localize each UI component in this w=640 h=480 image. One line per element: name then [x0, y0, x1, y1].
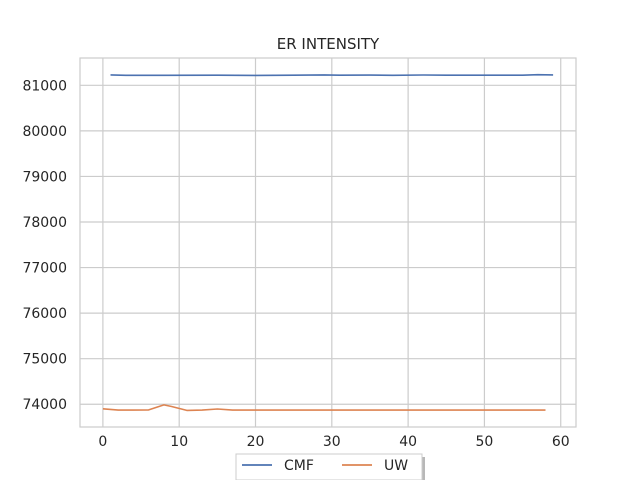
x-tick-label: 40 — [399, 434, 417, 450]
legend-box — [235, 453, 423, 480]
series-line-uw — [102, 404, 546, 412]
x-tick-label: 60 — [552, 434, 570, 450]
plot-frame — [79, 57, 577, 428]
series-group — [102, 73, 554, 412]
y-tick-label: 81000 — [22, 78, 67, 94]
x-tick-label: 50 — [476, 434, 494, 450]
legend: CMF UW — [235, 453, 425, 480]
y-tick-label: 76000 — [22, 306, 67, 322]
grid — [80, 58, 576, 427]
y-tick-label: 80000 — [22, 124, 67, 140]
y-tick-label: 75000 — [22, 352, 67, 368]
y-tick-labels: 74000 75000 76000 77000 78000 79000 80000 81000 — [22, 78, 67, 413]
y-tick-label: 78000 — [22, 215, 67, 231]
y-tick-label: 74000 — [22, 397, 67, 413]
x-tick-label: 10 — [170, 434, 188, 450]
x-tick-labels: 0 10 20 30 40 50 60 — [98, 434, 569, 450]
legend-label-cmf: CMF — [284, 458, 314, 474]
y-tick-label: 79000 — [22, 169, 67, 185]
series-line-cmf — [110, 73, 554, 77]
chart-title: ER INTENSITY — [277, 35, 380, 53]
x-tick-label: 30 — [323, 434, 341, 450]
legend-label-uw: UW — [384, 458, 408, 474]
x-tick-label: 0 — [98, 434, 107, 450]
x-tick-label: 20 — [247, 434, 265, 450]
y-tick-label: 77000 — [22, 261, 67, 277]
